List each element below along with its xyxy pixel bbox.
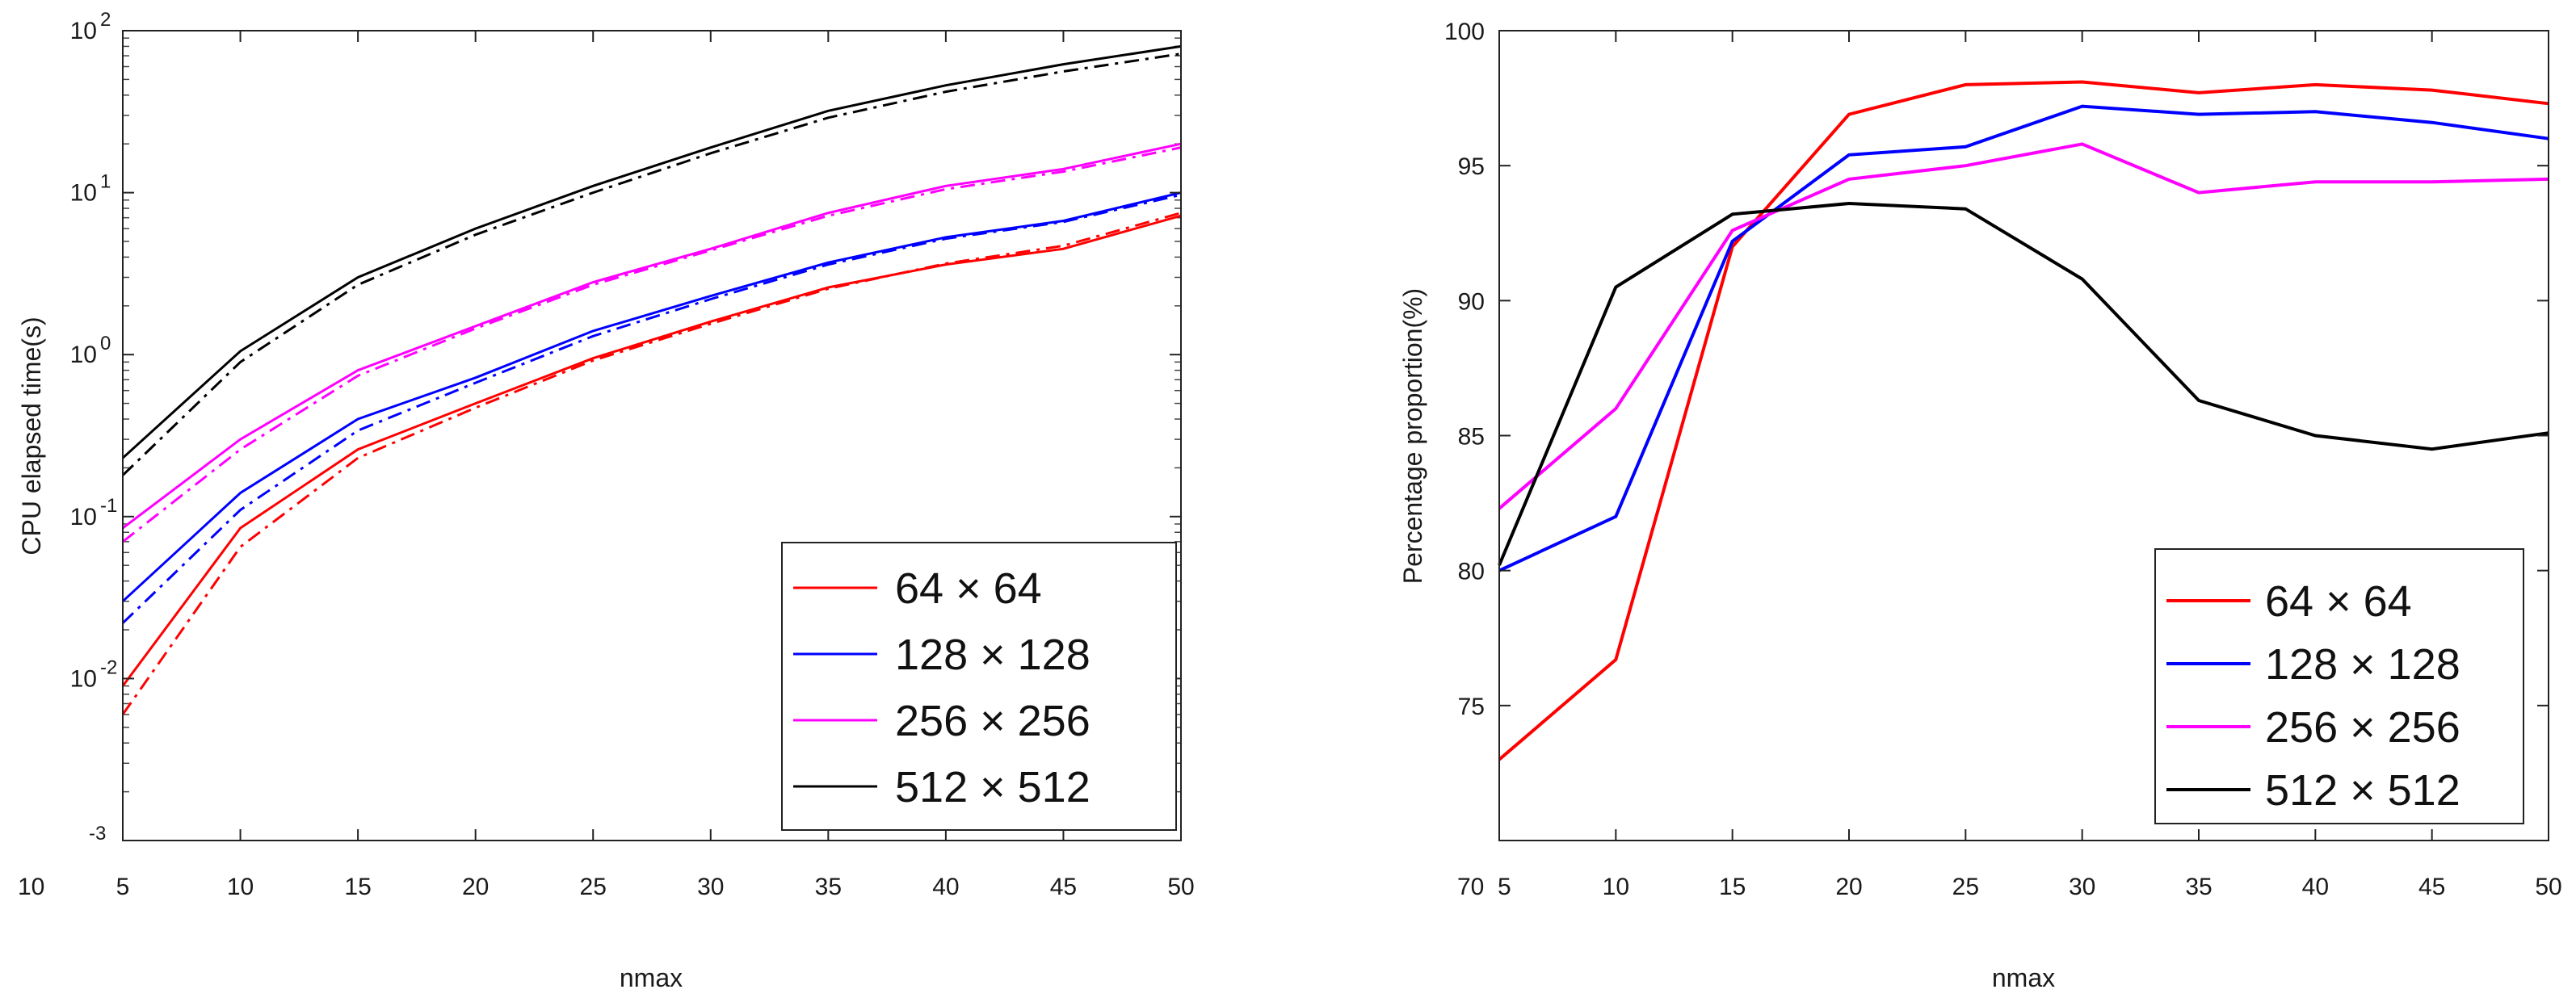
y-tick-label: 85 <box>1458 424 1485 451</box>
x-tick-label: 35 <box>815 874 842 900</box>
x-tick-label: 15 <box>1719 874 1746 900</box>
x-tick-label: 15 <box>344 874 371 900</box>
y-tick-label: 90 <box>1458 288 1485 315</box>
y-tick-label: 10 <box>70 504 97 530</box>
legend-right: 64 × 64 128 × 128 256 × 256 512 × 512 <box>2154 548 2524 824</box>
legend-label: 64 × 64 <box>895 564 1042 613</box>
series-line <box>1498 201 2549 566</box>
legend-label: 512 × 512 <box>2265 766 2460 815</box>
legend-box <box>781 542 1177 831</box>
y-tick-exponent: 0 <box>100 333 111 354</box>
series-line <box>1498 80 2549 761</box>
y-tick-label: 80 <box>1458 559 1485 585</box>
x-tick-label: 20 <box>462 874 489 900</box>
y-tick-label: 10 <box>70 342 97 368</box>
series-line <box>122 142 1182 530</box>
legend-label: 128 × 128 <box>2265 640 2460 689</box>
y-min-exponent: -3 <box>89 823 106 845</box>
y-tick-label: 10 <box>70 665 97 692</box>
ylabel-right: Percentage proportion(%) <box>1398 288 1427 584</box>
y-min-label: 10 <box>18 874 44 900</box>
y-tick-label: 95 <box>1458 153 1485 180</box>
x-tick-label: 50 <box>1167 874 1194 900</box>
x-tick-label: 10 <box>1603 874 1629 900</box>
y-tick-label: 75 <box>1458 694 1485 720</box>
legend-label: 256 × 256 <box>895 697 1090 745</box>
y-tick-exponent: 2 <box>100 9 111 31</box>
x-tick-label: 40 <box>2302 874 2329 900</box>
percentage-chart: 75 80 85 90 95 100 70 5 10 15 20 25 30 35 40 45 50 Perc… <box>1398 19 2562 992</box>
y-tick-exponent: 1 <box>100 171 111 193</box>
legend-box <box>2154 548 2524 824</box>
y-tick-label: 10 <box>70 18 97 44</box>
x-tick-label: 20 <box>1835 874 1862 900</box>
series-line <box>122 146 1182 543</box>
series-line <box>121 212 1182 715</box>
series-line <box>121 52 1182 476</box>
legend-label: 256 × 256 <box>2265 703 2460 752</box>
x-tick-label: 35 <box>2185 874 2212 900</box>
x-tick-label: 50 <box>2535 874 2561 900</box>
y-tick-exponent: -2 <box>100 656 117 678</box>
ylabel-left: CPU elapsed time(s) <box>17 317 46 555</box>
xlabel-left: nmax <box>620 963 683 992</box>
series-line <box>121 214 1182 687</box>
x-tick-label: 30 <box>2069 874 2095 900</box>
legend-label: 512 × 512 <box>895 763 1090 811</box>
x-tick-label: 45 <box>2418 874 2445 900</box>
y-tick-label: 100 <box>1444 19 1485 45</box>
legend-label: 64 × 64 <box>2265 577 2412 626</box>
series-line <box>1498 104 2549 572</box>
y-tick-label: 10 <box>70 180 97 207</box>
x-tick-label: 5 <box>116 874 130 900</box>
series-line <box>121 44 1182 459</box>
series-line <box>121 193 1182 624</box>
xlabel-right: nmax <box>1992 963 2055 992</box>
x-tick-label: 25 <box>580 874 607 900</box>
legend-left: 64 × 64 128 × 128 256 × 256 512 × 512 <box>781 542 1177 831</box>
x-tick-label: 45 <box>1050 874 1077 900</box>
legend-label: 128 × 128 <box>895 631 1090 679</box>
series-line <box>1498 142 2549 510</box>
y-min-label: 70 <box>1457 874 1484 900</box>
x-tick-label: 5 <box>1498 874 1511 900</box>
plot-frame-left <box>122 30 1182 841</box>
x-tick-label: 30 <box>697 874 724 900</box>
x-tick-label: 40 <box>932 874 959 900</box>
x-tick-label: 10 <box>227 874 254 900</box>
y-tick-exponent: -1 <box>100 495 117 517</box>
x-tick-label: 25 <box>1952 874 1979 900</box>
